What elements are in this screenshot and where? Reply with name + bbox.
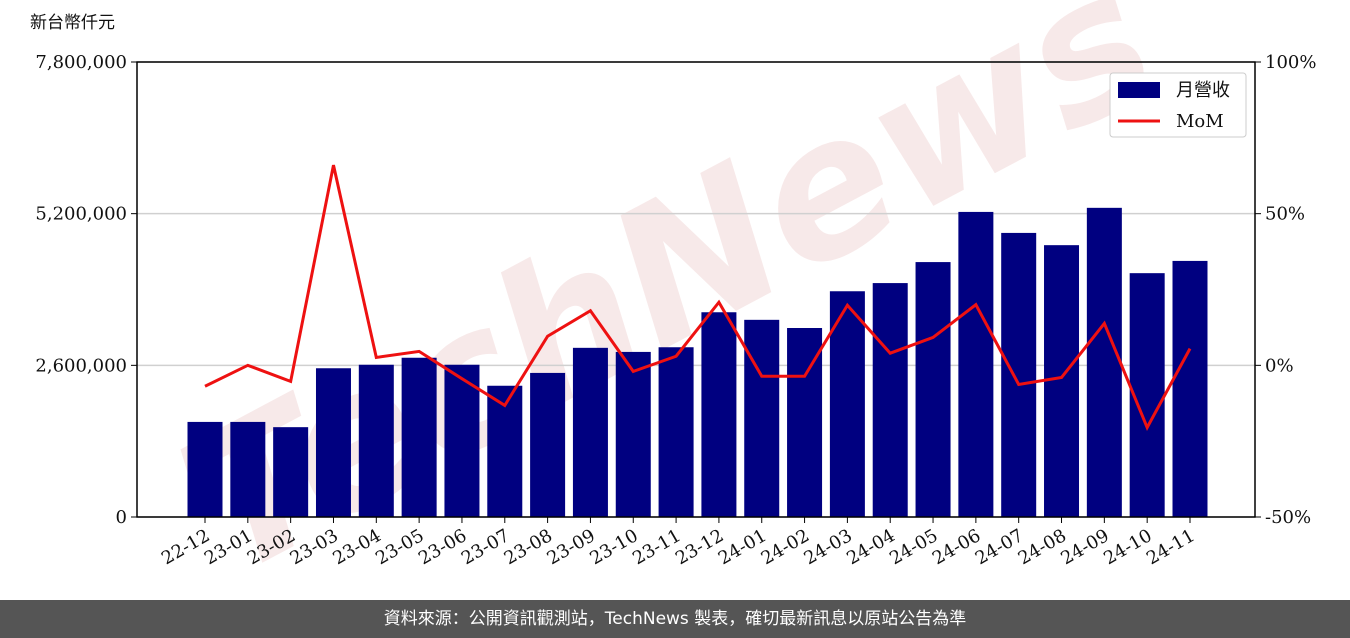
bar [701, 312, 737, 517]
bar [1086, 207, 1122, 518]
line [204, 164, 1192, 432]
bar [530, 372, 566, 517]
y2-tick-label: -50% [1265, 507, 1311, 528]
x-tick-label: 24-09 [1057, 525, 1112, 569]
bar [572, 347, 608, 517]
bar [401, 357, 437, 517]
bar [829, 291, 865, 517]
x-tick-label: 23-09 [543, 525, 598, 569]
y2-tick-label: 100% [1265, 52, 1316, 73]
x-tick-label: 23-12 [672, 525, 727, 569]
x-tick-label: 24-02 [758, 525, 813, 569]
bar [1044, 245, 1080, 517]
x-tick-label: 22-12 [158, 525, 213, 569]
bar [315, 368, 351, 517]
bar [744, 319, 780, 517]
x-tick-label: 23-06 [415, 525, 470, 569]
legend: 月營收 MoM [1109, 72, 1247, 138]
x-tick-label: 23-07 [458, 525, 513, 569]
x-tick-label: 24-03 [800, 525, 855, 569]
x-tick-label: 23-10 [586, 525, 641, 569]
bar [1172, 260, 1208, 517]
bar [958, 211, 994, 517]
unit-label: 新台幣仟元 [30, 13, 115, 33]
x-tick-label: 23-11 [629, 525, 684, 569]
y-tick-label: 2,600,000 [35, 355, 127, 376]
x-tick-label: 24-10 [1100, 525, 1155, 569]
bar [273, 427, 309, 517]
bar [872, 283, 908, 517]
x-tick-label: 23-08 [501, 525, 556, 569]
x-tick-label: 24-05 [886, 525, 941, 569]
bar [358, 364, 394, 517]
y-tick-label: 5,200,000 [35, 204, 127, 225]
x-tick-label: 24-08 [1015, 525, 1070, 569]
x-tick-label: 24-04 [843, 525, 898, 569]
y2-tick-label: 0% [1265, 355, 1294, 376]
bar [187, 421, 223, 517]
y-tick-label: 0 [116, 507, 127, 528]
bar [1001, 232, 1037, 517]
x-tick-label: 24-07 [972, 525, 1027, 569]
legend-label: 月營收 [1176, 80, 1230, 101]
legend-label: MoM [1176, 111, 1224, 132]
footer: 資料來源：公開資訊觀測站，TechNews 製表，確切最新訊息以原站公告為準 [0, 600, 1350, 638]
y2-tick-label: 50% [1265, 204, 1305, 225]
plot-frame [136, 61, 1256, 518]
bar [487, 385, 523, 517]
bar [444, 364, 480, 517]
bar [915, 262, 951, 517]
x-tick-label: 24-11 [1143, 525, 1198, 569]
chart: 新台幣仟元 TechNews 02,600,0005,200,0007,800,… [30, 0, 1316, 600]
bar [615, 351, 651, 517]
bar [1129, 273, 1165, 517]
legend-swatch [1118, 82, 1160, 98]
x-tick-label: 24-01 [715, 525, 770, 569]
bar [230, 421, 266, 517]
y-tick-label: 7,800,000 [35, 52, 127, 73]
x-tick-label: 24-06 [929, 525, 984, 569]
bar [658, 347, 694, 517]
